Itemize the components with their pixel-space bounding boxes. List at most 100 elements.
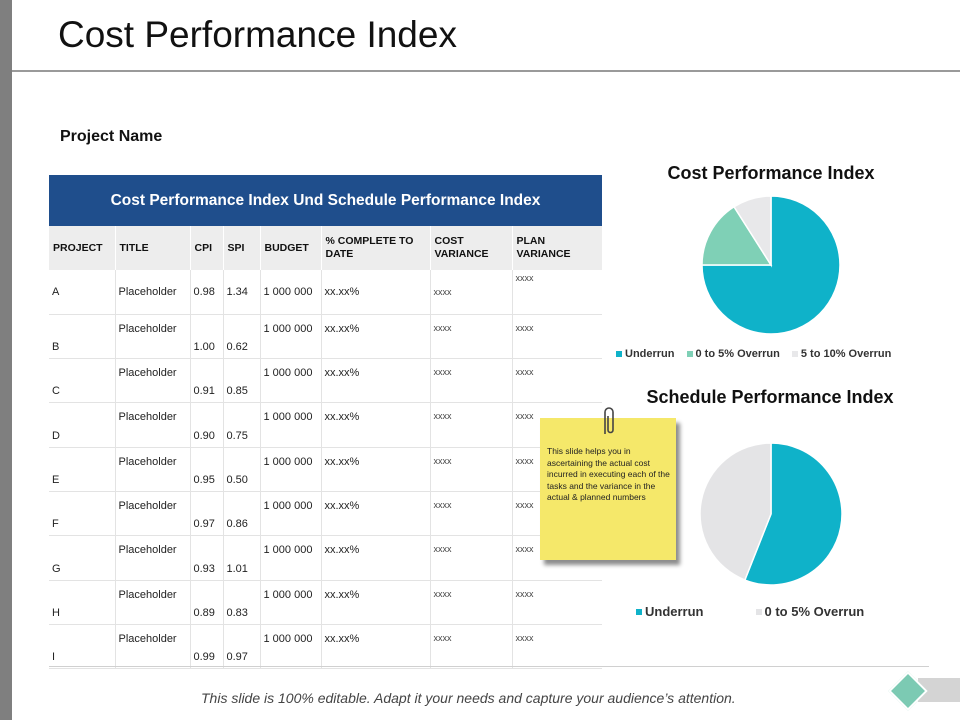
cell-budget: 1 000 000 (260, 447, 322, 492)
cell-cpi: 0.97 (190, 491, 224, 537)
cell-project: B (49, 314, 116, 360)
legend-label: 5 to 10% Overrun (800, 348, 892, 360)
pie-slice-0-to-5-overrun (699, 442, 772, 581)
legend-item: Underrun (636, 604, 704, 619)
cell-complete: xx.xx% (321, 358, 431, 404)
footer-divider (49, 666, 929, 667)
cell-spi: 0.97 (223, 624, 261, 670)
cell-project: H (49, 580, 116, 625)
cell-budget: 1 000 000 (260, 358, 322, 404)
cell-project: G (49, 535, 116, 581)
table-row: G Placeholder 0.93 1.01 1 000 000 xx.xx% xxxx x… (49, 535, 602, 581)
cell-budget: 1 000 000 (260, 580, 322, 625)
left-accent-bar (0, 0, 12, 720)
cell-cost-variance: xxxx (430, 535, 513, 581)
legend-swatch (791, 351, 798, 357)
pie-slice-0-to-5-overrun (701, 205, 773, 266)
legend-swatch (636, 608, 642, 615)
cell-budget: 1 000 000 (260, 402, 322, 448)
cell-title: Placeholder (115, 580, 191, 625)
cell-plan-variance: xxxx (512, 358, 602, 404)
column-header-budget: BUDGET (260, 226, 322, 270)
cell-complete: xx.xx% (321, 535, 431, 581)
legend-label: 0 to 5% Overrun (764, 604, 865, 619)
cell-cpi: 0.98 (190, 270, 224, 315)
cell-budget: 1 000 000 (260, 270, 322, 315)
sticky-note-text: This slide helps you in ascertaining the… (547, 446, 670, 502)
cell-cost-variance: xxxx (430, 358, 513, 404)
spi-chart-title: Schedule Performance Index (646, 387, 894, 407)
cell-spi: 0.83 (223, 580, 261, 625)
cell-budget: 1 000 000 (260, 491, 322, 537)
legend-swatch (616, 351, 622, 357)
cell-spi: 1.01 (223, 535, 261, 581)
footer-text: This slide is 100% editable. Adapt it yo… (201, 690, 736, 706)
column-header-title: TITLE (115, 226, 191, 270)
cell-project: C (49, 358, 116, 404)
legend-swatch (686, 351, 693, 357)
column-header-cost-variance: COST VARIANCE (430, 226, 513, 270)
cell-title: Placeholder (115, 624, 191, 670)
cell-cpi: 0.99 (190, 624, 224, 670)
cell-spi: 0.75 (223, 402, 261, 448)
cell-budget: 1 000 000 (260, 314, 322, 360)
cell-title: Placeholder (115, 270, 191, 315)
cell-cost-variance: xxxx (430, 580, 513, 625)
table-row: A Placeholder 0.98 1.34 1 000 000 xx.xx% xxxx x… (49, 270, 602, 315)
cell-cost-variance: xxxx (430, 402, 513, 448)
legend-item: 0 to 5% Overrun (755, 604, 865, 619)
cell-budget: 1 000 000 (260, 624, 322, 670)
cell-complete: xx.xx% (321, 402, 431, 448)
table-row: B Placeholder 1.00 0.62 1 000 000 xx.xx% xxxx x… (49, 314, 602, 360)
cell-project: I (49, 624, 116, 670)
cell-title: Placeholder (115, 314, 191, 360)
title-divider (12, 70, 960, 72)
column-header-cpi: CPI (190, 226, 224, 270)
cell-title: Placeholder (115, 358, 191, 404)
cell-cost-variance: xxxx (430, 447, 513, 492)
column-header-plan-variance: PLAN VARIANCE (512, 226, 602, 270)
legend-item: 5 to 10% Overrun (791, 348, 892, 360)
cell-spi: 0.50 (223, 447, 261, 492)
table-row: C Placeholder 0.91 0.85 1 000 000 xx.xx% xxxx x… (49, 358, 602, 404)
cell-project: F (49, 491, 116, 537)
cell-budget: 1 000 000 (260, 535, 322, 581)
table-row: F Placeholder 0.97 0.86 1 000 000 xx.xx% xxxx x… (49, 491, 602, 537)
cell-complete: xx.xx% (321, 447, 431, 492)
performance-table: Cost Performance Index Und Schedule Perf… (49, 175, 602, 670)
cell-plan-variance: xxxx (512, 270, 602, 315)
pie-slice-5-to-10-overrun (732, 195, 772, 268)
cell-plan-variance: xxxx (512, 580, 602, 625)
cell-cpi: 0.95 (190, 447, 224, 492)
legend-label: Underrun (645, 604, 704, 619)
pie-slice-underrun (743, 442, 843, 586)
sticky-note: This slide helps you in ascertaining the… (540, 418, 676, 560)
table-row: H Placeholder 0.89 0.83 1 000 000 xx.xx% xxxx x… (49, 580, 602, 625)
cell-title: Placeholder (115, 535, 191, 581)
table-row: E Placeholder 0.95 0.50 1 000 000 xx.xx% xxxx x… (49, 447, 602, 492)
cell-project: E (49, 447, 116, 492)
cell-complete: xx.xx% (321, 624, 431, 670)
table-column-headers: PROJECT TITLE CPI SPI BUDGET % COMPLETE … (49, 226, 602, 270)
project-name-label: Project Name (60, 128, 163, 145)
legend-item: 0 to 5% Overrun (686, 348, 780, 360)
cell-plan-variance: xxxx (512, 624, 602, 670)
cpi-pie-chart (701, 195, 841, 335)
cell-cpi: 0.90 (190, 402, 224, 448)
cell-spi: 0.62 (223, 314, 261, 360)
cell-cpi: 0.89 (190, 580, 224, 625)
cpi-chart-legend: Underrun 0 to 5% Overrun 5 to 10% Overrun (616, 348, 891, 360)
cell-cpi: 0.91 (190, 358, 224, 404)
cell-project: D (49, 402, 116, 448)
cell-cpi: 0.93 (190, 535, 224, 581)
cell-complete: xx.xx% (321, 314, 431, 360)
cell-title: Placeholder (115, 447, 191, 492)
performance-table-grid: PROJECT TITLE CPI SPI BUDGET % COMPLETE … (49, 226, 602, 670)
legend-label: 0 to 5% Overrun (695, 348, 780, 360)
pie-slice-underrun (701, 195, 841, 335)
cell-plan-variance: xxxx (512, 314, 602, 360)
column-header-spi: SPI (223, 226, 261, 270)
spi-pie-chart (699, 442, 843, 586)
cell-complete: xx.xx% (321, 270, 431, 315)
paperclip-icon (604, 407, 614, 434)
